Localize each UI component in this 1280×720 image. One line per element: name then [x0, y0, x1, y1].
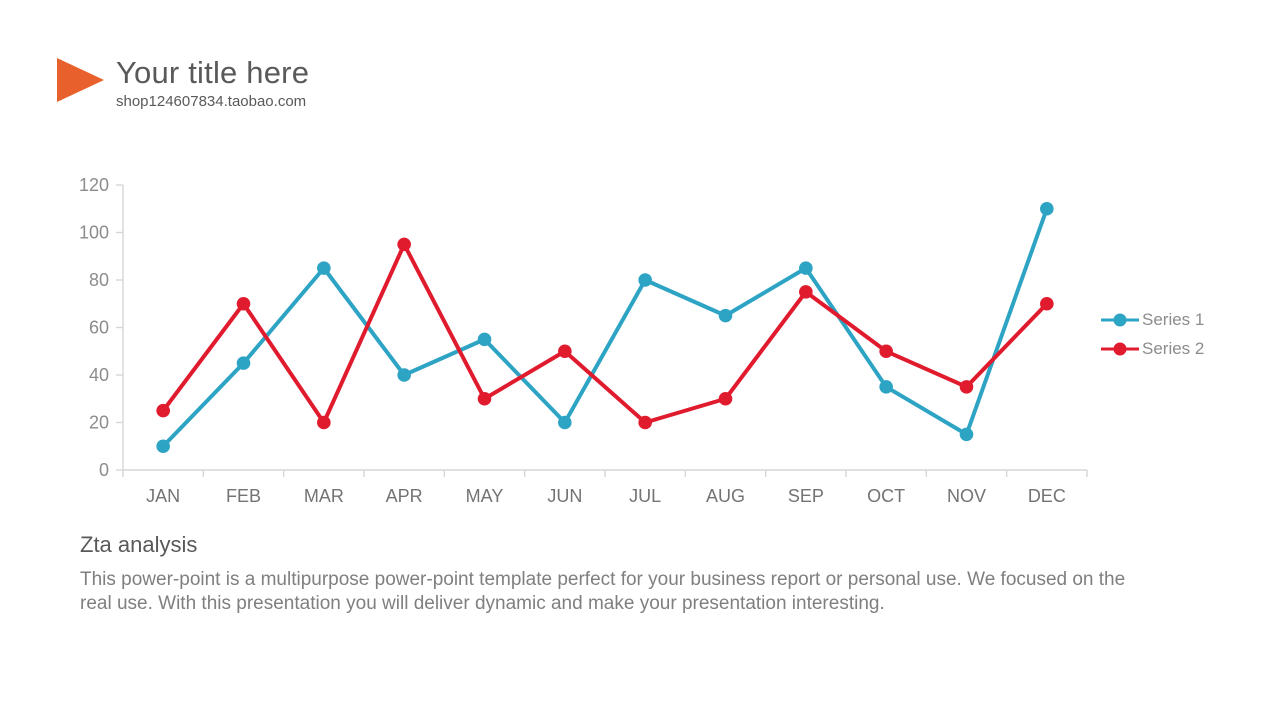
legend-label: Series 1: [1142, 310, 1205, 329]
title-block: Your title here shop124607834.taobao.com: [116, 55, 310, 111]
series-1-point: [317, 261, 331, 275]
legend-marker-icon: [1101, 342, 1139, 356]
line-chart: 0 20 40 60 80 100 120 JAN FEB MAR APR MAY JUN JUL AUG S…: [79, 175, 1088, 506]
series-1-point: [879, 380, 893, 394]
analysis-section: Zta analysis This power-point is a multi…: [80, 532, 1220, 617]
x-tick-label: OCT: [867, 486, 905, 506]
chart-legend: Series 1 Series 2: [1100, 310, 1204, 359]
x-tick-label: JUN: [547, 486, 582, 506]
series-1-point: [799, 261, 813, 275]
x-tick-label: MAY: [466, 486, 504, 506]
legend-item-series-1: Series 1: [1100, 310, 1204, 330]
y-tick-label: 60: [89, 318, 109, 338]
series-2-point: [718, 391, 733, 406]
x-tick-label: MAR: [304, 486, 344, 506]
series-2-point: [156, 403, 170, 418]
y-tick-label: 0: [99, 460, 109, 480]
page-title: Your title here: [116, 55, 310, 90]
series-2-point: [959, 380, 974, 394]
x-tick-label: APR: [386, 486, 423, 506]
series-1-point: [236, 356, 251, 370]
series-1-point: [156, 439, 170, 454]
series-2-point: [638, 415, 652, 430]
analysis-body: This power-point is a multipurpose power…: [80, 569, 1126, 615]
x-tick-label: AUG: [706, 486, 745, 506]
x-tick-label: JUL: [629, 486, 661, 506]
x-tick-label: SEP: [788, 486, 824, 506]
y-tick-label: 40: [89, 365, 109, 385]
series-1-point: [638, 273, 652, 287]
y-tick-label: 20: [89, 413, 109, 433]
analysis-heading: Zta analysis: [80, 532, 198, 557]
series-1-point: [1040, 201, 1054, 216]
y-tick-label: 80: [89, 270, 109, 290]
x-tick-label: DEC: [1028, 486, 1066, 506]
x-tick-label: FEB: [226, 486, 261, 506]
series-2-point: [397, 237, 411, 252]
series-2-point: [558, 344, 572, 359]
x-tick-label: JAN: [146, 486, 180, 506]
series-2-line: [161, 242, 1049, 425]
slide-header: Your title here shop124607834.taobao.com: [57, 55, 310, 111]
legend-marker-icon: [1101, 313, 1139, 327]
series-1-line: [161, 206, 1049, 449]
accent-triangle-icon: [57, 58, 104, 102]
page-subtitle: shop124607834.taobao.com: [116, 93, 307, 111]
y-tick-label: 120: [79, 175, 109, 195]
series-1-point: [558, 415, 572, 430]
series-2-point: [236, 296, 251, 311]
series-2-point: [1040, 296, 1054, 311]
series-1-point: [959, 427, 974, 442]
series-1-point: [477, 332, 492, 347]
legend-label: Series 2: [1142, 339, 1205, 358]
series-1-point: [718, 308, 733, 323]
series-2-point: [317, 415, 331, 430]
y-tick-label: 100: [79, 223, 109, 243]
series-2-point: [879, 344, 893, 359]
series-2-point: [477, 391, 492, 406]
series-2-point: [799, 285, 813, 299]
x-tick-label: NOV: [947, 486, 986, 506]
legend-item-series-2: Series 2: [1100, 339, 1204, 359]
series-1-point: [397, 368, 411, 382]
